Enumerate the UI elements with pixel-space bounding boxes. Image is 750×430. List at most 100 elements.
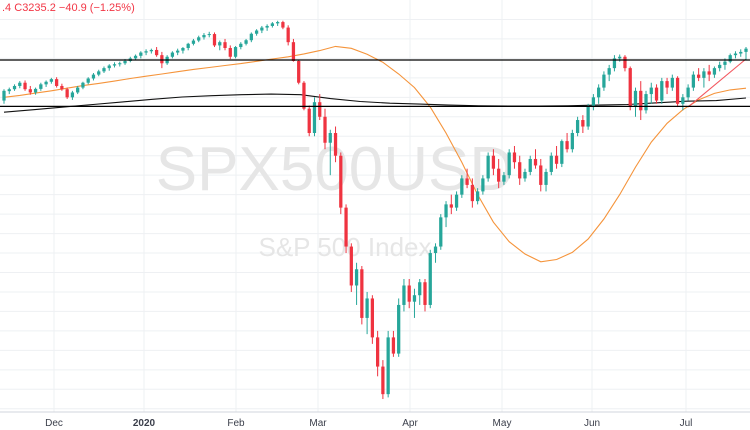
candle — [628, 66, 632, 111]
candle-body — [586, 107, 590, 127]
candle-body — [239, 43, 243, 48]
candle-body — [402, 285, 406, 305]
candle — [218, 40, 222, 51]
candle — [33, 87, 38, 95]
candle-body — [465, 178, 469, 185]
candle — [518, 155, 522, 185]
candle — [86, 77, 90, 85]
candle-body — [218, 42, 222, 46]
candle-body — [433, 246, 438, 254]
candle — [381, 360, 385, 400]
candle-body — [549, 155, 553, 172]
candle-body — [302, 82, 306, 109]
candle — [312, 97, 317, 137]
candle-body — [160, 55, 164, 64]
candle-body — [233, 47, 238, 57]
candle-body — [670, 77, 674, 88]
candle-body — [270, 23, 275, 26]
candle-body — [170, 52, 175, 57]
candle — [244, 38, 248, 46]
legend-prefix: .4 — [2, 2, 12, 14]
candle — [418, 278, 422, 305]
candle — [276, 20, 280, 26]
candle — [718, 61, 722, 72]
candle-body — [86, 78, 90, 83]
candle — [223, 38, 227, 51]
candle — [465, 168, 469, 189]
candle-body — [533, 158, 538, 166]
candle-body — [76, 87, 80, 93]
candle — [286, 25, 290, 46]
x-tick-label: Jun — [584, 418, 600, 429]
candle — [428, 249, 432, 309]
candle-body — [660, 81, 664, 101]
candle — [339, 152, 343, 215]
candle — [512, 145, 517, 169]
candle — [639, 81, 643, 121]
candle — [176, 48, 180, 56]
candle-body — [207, 34, 211, 36]
candle-body — [370, 298, 375, 338]
candlesticks — [2, 20, 748, 400]
grid — [0, 0, 750, 412]
candle-body — [481, 178, 485, 192]
candle — [544, 168, 548, 192]
candle — [370, 295, 375, 344]
candle-body — [375, 337, 380, 367]
candle-body — [407, 285, 411, 302]
candle-body — [144, 51, 148, 53]
candle-body — [575, 120, 580, 134]
candle-body — [265, 25, 269, 28]
candle-body — [186, 43, 190, 49]
time-axis: Dec 2020 Feb Mar Apr May Jun Jul — [0, 411, 750, 430]
candle — [318, 94, 322, 121]
candle — [665, 77, 669, 95]
candle-body — [686, 87, 690, 98]
candle — [91, 72, 96, 81]
candle-body — [60, 85, 64, 90]
candle-body — [612, 58, 617, 69]
candle-body — [81, 82, 85, 88]
candle-body — [518, 162, 522, 179]
candle — [12, 84, 17, 91]
horizontal-levels — [0, 59, 750, 108]
candle-body — [460, 178, 464, 195]
candle — [297, 59, 301, 85]
candle — [633, 87, 638, 117]
candle-body — [591, 97, 596, 108]
candle — [354, 262, 359, 305]
candle — [397, 298, 401, 357]
candle — [586, 103, 590, 130]
candle — [212, 32, 217, 48]
candle-body — [423, 282, 427, 305]
candle — [365, 291, 369, 335]
candle — [239, 42, 243, 50]
candle-body — [386, 337, 390, 395]
candle — [102, 66, 106, 73]
candle-body — [707, 71, 711, 75]
candle-body — [344, 207, 348, 247]
candle — [18, 81, 22, 89]
candle-body — [291, 42, 296, 61]
candle-body — [649, 87, 653, 95]
candle — [44, 80, 48, 87]
candle — [649, 82, 653, 104]
candle — [328, 129, 332, 176]
candle — [107, 64, 111, 71]
candle-body — [512, 152, 517, 163]
candle-body — [333, 133, 338, 156]
candle-body — [570, 133, 574, 150]
candle-body — [91, 74, 96, 79]
candle-body — [412, 295, 417, 302]
candle-body — [297, 60, 301, 83]
candle-body — [644, 94, 648, 111]
candle-body — [2, 90, 6, 101]
candle-body — [18, 82, 22, 86]
candle — [507, 149, 511, 179]
candle-body — [123, 60, 127, 64]
candle — [402, 278, 406, 312]
candle-body — [202, 35, 206, 38]
candle — [197, 35, 201, 43]
candle-body — [497, 168, 501, 182]
candle-body — [565, 141, 569, 150]
